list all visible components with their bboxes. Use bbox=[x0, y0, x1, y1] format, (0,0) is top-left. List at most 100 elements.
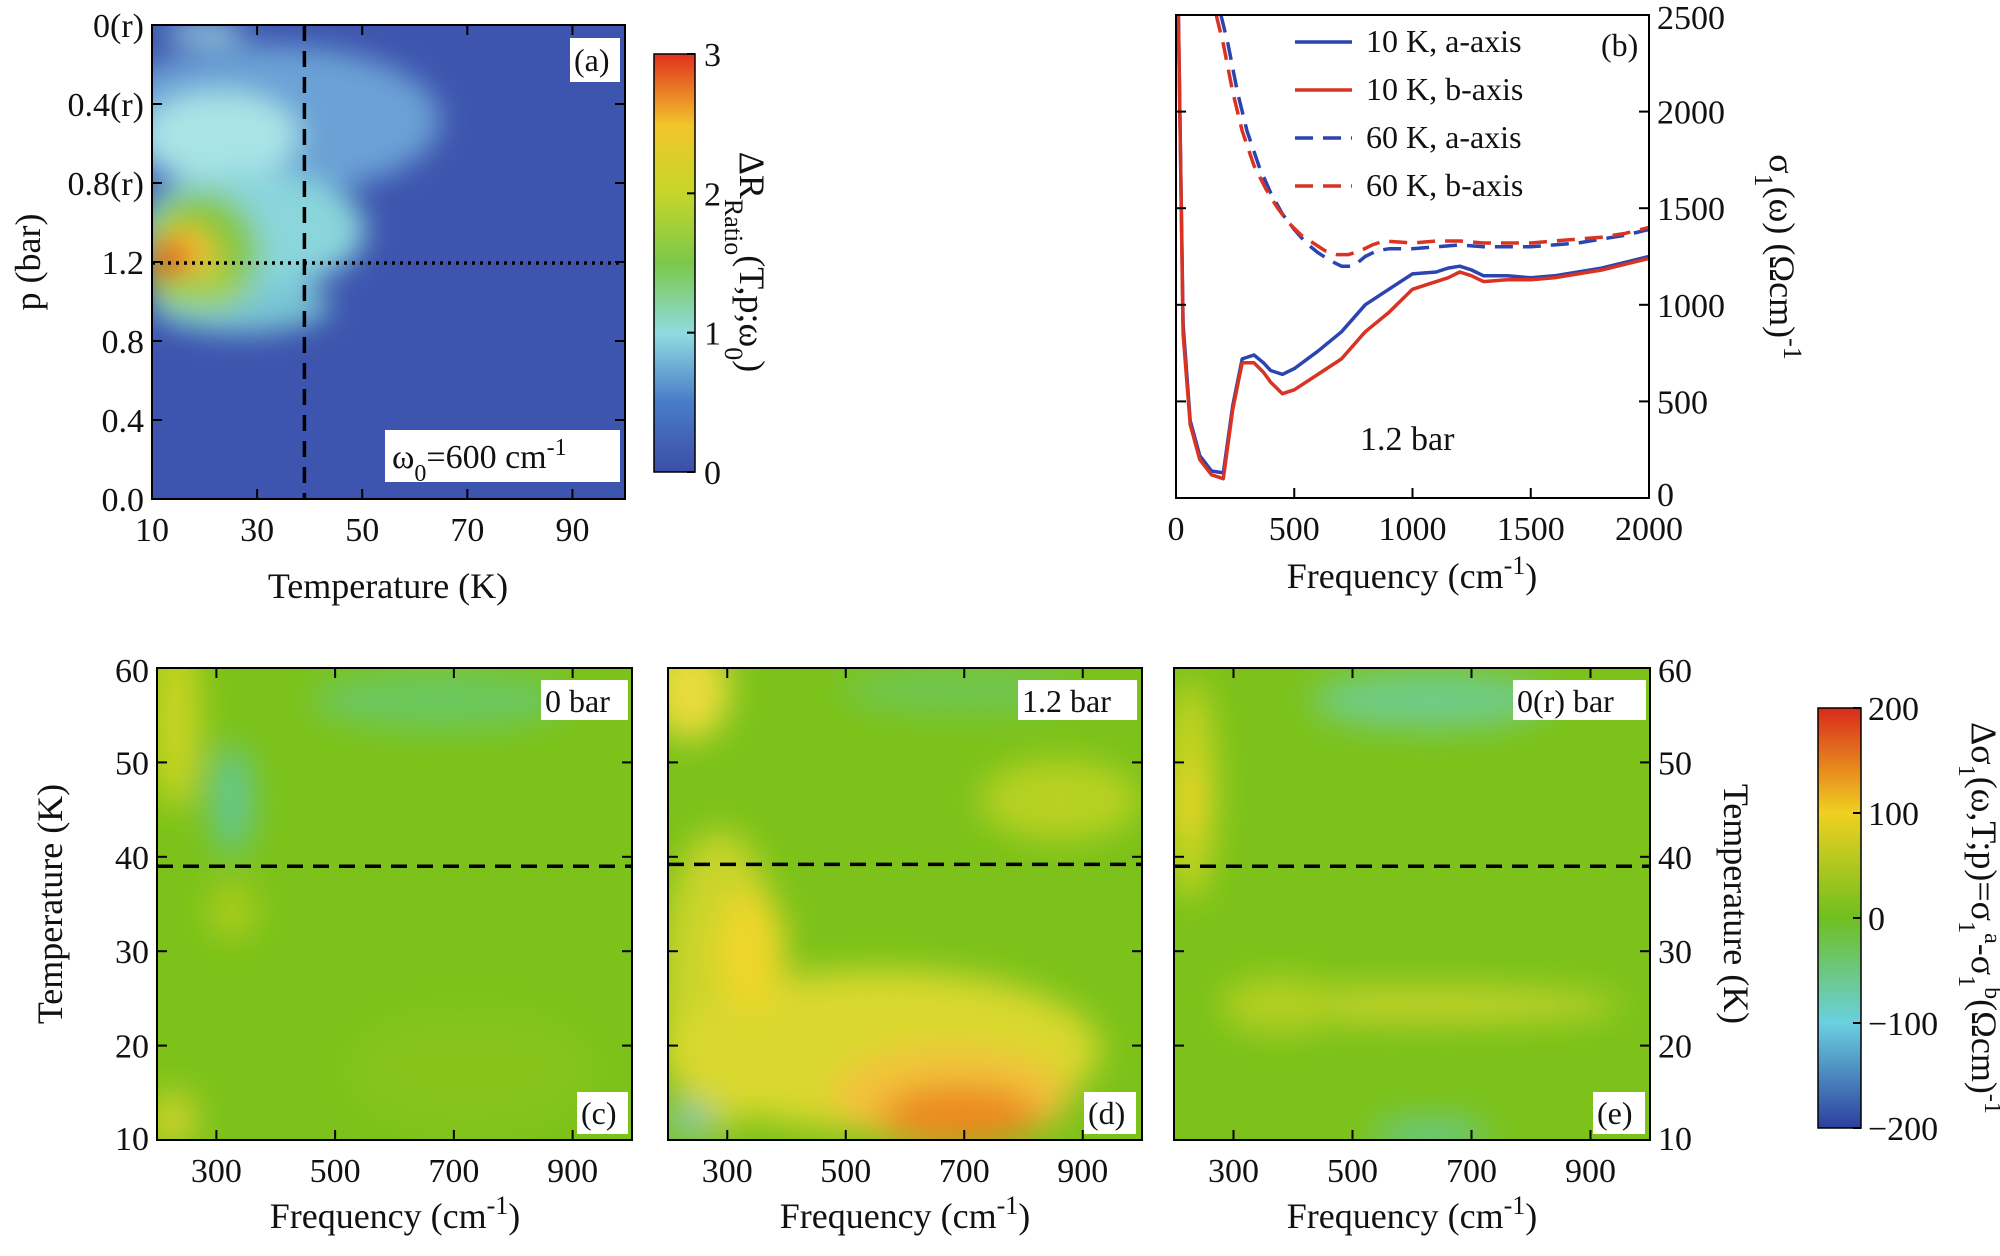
cb-tick-label: 2 bbox=[704, 176, 721, 213]
x-tick-label: 500 bbox=[1327, 1153, 1378, 1190]
y-tick-label: 50 bbox=[1658, 745, 1692, 782]
panel-b-series bbox=[1176, 15, 1649, 481]
panel-a-label: (a) bbox=[574, 42, 610, 78]
legend-entry: 60 K, a-axis bbox=[1366, 119, 1522, 155]
panel-e-label: (e) bbox=[1597, 1095, 1633, 1131]
panel-a-ylabel: p (bar) bbox=[8, 214, 48, 311]
x-tick-label: 30 bbox=[240, 512, 274, 549]
y-tick-label: 40 bbox=[1658, 840, 1692, 877]
panel-c-ticks: 300 500 700 900 10 20 30 40 50 60 bbox=[115, 653, 632, 1190]
panel-e-ylabel: Temperature (K) bbox=[1716, 784, 1756, 1024]
y-tick-label: 30 bbox=[115, 934, 149, 971]
y-tick-label: 0.8 bbox=[102, 324, 145, 361]
y-tick-label: 50 bbox=[115, 745, 149, 782]
y-tick-label: 0.0 bbox=[102, 482, 145, 519]
x-tick-label: 1500 bbox=[1497, 511, 1565, 548]
cb-tick-label: 3 bbox=[704, 37, 721, 74]
series-line-1 bbox=[1176, 15, 1649, 475]
x-tick-label: 900 bbox=[1565, 1153, 1616, 1190]
x-tick-label: 10 bbox=[135, 512, 169, 549]
series-line-3 bbox=[1219, 15, 1649, 268]
legend-entry: 10 K, a-axis bbox=[1366, 23, 1522, 59]
panel-b-label: (b) bbox=[1601, 27, 1638, 63]
panel-b-legend: 10 K, a-axis 10 K, b-axis 60 K, a-axis 60 K… bbox=[1295, 23, 1523, 203]
panel-d: 300 500 700 900 1.2 bar (d) Frequency (cm-1… bbox=[667, 667, 1143, 1237]
x-tick-label: 300 bbox=[702, 1153, 753, 1190]
panel-c-ylabel: Temperature (K) bbox=[30, 784, 70, 1024]
panel-a-colorbar-ticks: 0 1 2 3 bbox=[687, 37, 721, 492]
x-tick-label: 2000 bbox=[1615, 511, 1683, 548]
y-tick-label: 0.8(r) bbox=[68, 166, 144, 203]
panel-e-frame bbox=[1173, 667, 1651, 1141]
x-tick-label: 900 bbox=[1057, 1153, 1108, 1190]
panel-c-condition: 0 bar bbox=[545, 683, 610, 719]
panel-d-ticks: 300 500 700 900 bbox=[668, 667, 1142, 1190]
panel-e: 300 500 700 900 10 20 30 40 50 60 0(r) bar (e) Fr… bbox=[1173, 653, 2000, 1237]
y-tick-label: 2500 bbox=[1657, 0, 1725, 37]
x-tick-label: 90 bbox=[555, 512, 589, 549]
x-tick-label: 700 bbox=[939, 1153, 990, 1190]
panel-c-xlabel: Frequency (cm-1) bbox=[270, 1191, 521, 1237]
panel-e-colorbar-label: Δσ1(ω,T;p)=σ1a-σ1b(Ωcm)-1 bbox=[1953, 722, 2000, 1114]
x-tick-label: 300 bbox=[191, 1153, 242, 1190]
legend-entry: 10 K, b-axis bbox=[1366, 71, 1523, 107]
panel-b-ylabel: σ1(ω) (Ωcm)-1 bbox=[1750, 154, 1808, 359]
panel-b-xlabel: Frequency (cm-1) bbox=[1287, 551, 1538, 597]
x-tick-label: 500 bbox=[310, 1153, 361, 1190]
x-tick-label: 500 bbox=[1269, 511, 1320, 548]
panel-b-annotation: 1.2 bar bbox=[1360, 421, 1455, 458]
x-tick-label: 500 bbox=[820, 1153, 871, 1190]
panel-d-frame bbox=[667, 667, 1143, 1141]
cb-tick-label: −100 bbox=[1868, 1006, 1938, 1043]
x-tick-label: 0 bbox=[1168, 511, 1185, 548]
panel-a-ticks: 10 30 50 70 90 0.0 0.4 0.8 1.2 0.8(r) 0.4(r) 0(r) bbox=[68, 8, 625, 549]
y-tick-label: 0 bbox=[1657, 477, 1674, 514]
cb-tick-label: 0 bbox=[1868, 901, 1885, 938]
y-tick-label: 1500 bbox=[1657, 191, 1725, 228]
y-tick-label: 0(r) bbox=[93, 8, 144, 45]
x-tick-label: 1000 bbox=[1379, 511, 1447, 548]
y-tick-label: 10 bbox=[115, 1121, 149, 1158]
panel-c-label: (c) bbox=[581, 1095, 617, 1131]
panel-c: 300 500 700 900 10 20 30 40 50 60 0 bar (c) Frequ… bbox=[30, 653, 633, 1237]
x-tick-label: 700 bbox=[428, 1153, 479, 1190]
panel-d-label: (d) bbox=[1088, 1095, 1125, 1131]
panel-d-condition: 1.2 bar bbox=[1022, 683, 1111, 719]
legend-entry: 60 K, b-axis bbox=[1366, 167, 1523, 203]
y-tick-label: 20 bbox=[115, 1029, 149, 1066]
cb-tick-label: 200 bbox=[1868, 691, 1919, 728]
panel-d-xlabel: Frequency (cm-1) bbox=[780, 1191, 1031, 1237]
panel-a: 10 30 50 70 900.00.40.81.20.8(r)0.4(r)0(r) (… bbox=[8, 8, 772, 606]
panel-e-colorbar-ticks: −200 −100 0 100 200 bbox=[1853, 691, 1938, 1148]
cb-tick-label: 1 bbox=[704, 316, 721, 353]
y-tick-label: 1000 bbox=[1657, 288, 1725, 325]
y-tick-label: 40 bbox=[115, 840, 149, 877]
y-tick-label: 1.2 bbox=[102, 245, 145, 282]
panel-a-heatmap bbox=[152, 25, 625, 499]
panel-c-heatmap bbox=[157, 668, 632, 1140]
series-line-4 bbox=[1214, 15, 1649, 257]
cb-tick-label: 100 bbox=[1868, 796, 1919, 833]
x-tick-label: 70 bbox=[450, 512, 484, 549]
x-tick-label: 900 bbox=[547, 1153, 598, 1190]
panel-d-heatmap bbox=[668, 668, 1142, 1140]
y-tick-label: 60 bbox=[115, 653, 149, 690]
x-tick-label: 300 bbox=[1208, 1153, 1259, 1190]
panel-c-frame bbox=[156, 667, 633, 1141]
y-tick-label: 0.4 bbox=[102, 403, 145, 440]
panel-e-ticks: 300 500 700 900 10 20 30 40 50 60 bbox=[1174, 653, 1692, 1190]
y-tick-label: 0.4(r) bbox=[68, 87, 144, 124]
cb-tick-label: 0 bbox=[704, 455, 721, 492]
panel-a-colorbar-label: ΔRRatio(T,p;ω0) bbox=[720, 152, 773, 373]
series-line-2 bbox=[1176, 15, 1649, 481]
y-tick-label: 500 bbox=[1657, 384, 1708, 421]
y-tick-label: 60 bbox=[1658, 653, 1692, 690]
x-tick-label: 50 bbox=[345, 512, 379, 549]
panel-e-xlabel: Frequency (cm-1) bbox=[1287, 1191, 1538, 1237]
panel-e-condition: 0(r) bar bbox=[1517, 683, 1614, 719]
panel-a-colorbar bbox=[653, 53, 696, 473]
panel-a-annotation: ω0=600 cm-1 bbox=[392, 435, 567, 487]
